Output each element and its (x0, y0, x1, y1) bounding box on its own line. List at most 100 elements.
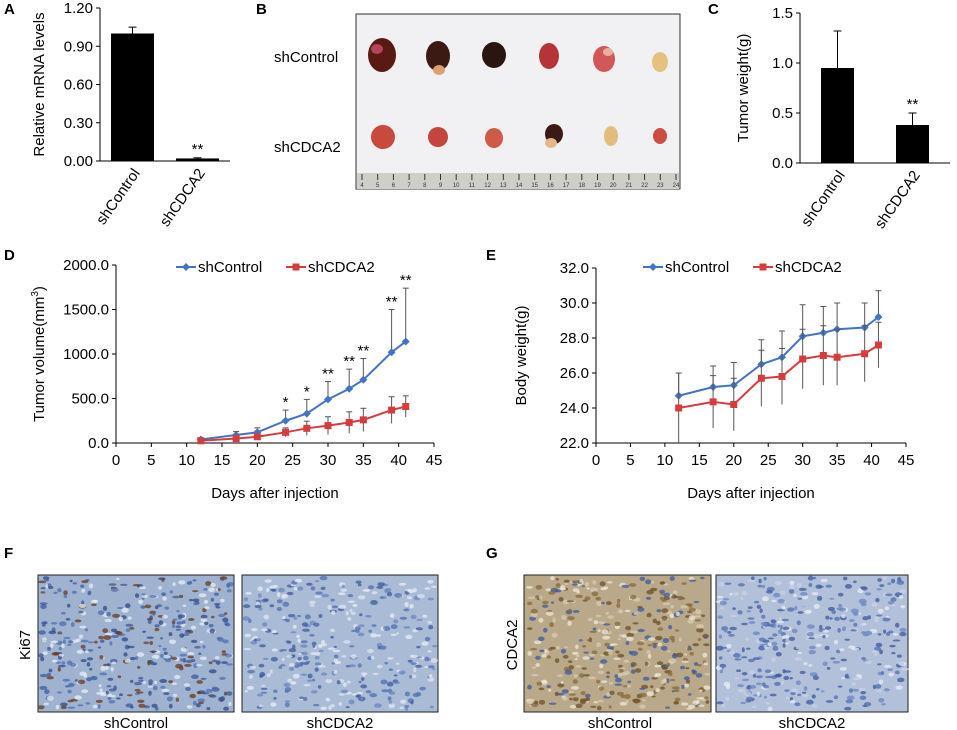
cell-nucleus (332, 649, 341, 653)
cell-nucleus (270, 657, 278, 662)
cell-nucleus (685, 679, 691, 684)
cell-nucleus (616, 603, 621, 608)
cell-nucleus (314, 662, 322, 666)
cell-nucleus (637, 607, 645, 612)
x-tick-label: 0 (592, 452, 600, 469)
cell-nucleus (183, 683, 190, 687)
cell-nucleus (538, 636, 545, 642)
cell-nucleus (661, 679, 667, 684)
cell-nucleus (189, 598, 193, 602)
cell-nucleus (897, 661, 901, 665)
cell-nucleus (607, 615, 614, 619)
cell-nucleus (607, 581, 613, 584)
x-tick-label: shControl (93, 166, 144, 228)
cell-nucleus (42, 624, 46, 627)
cell-nucleus (429, 674, 433, 679)
ruler-label: 10 (453, 183, 460, 189)
cell-nucleus (58, 647, 62, 651)
cell-nucleus (864, 660, 872, 665)
cell-nucleus (635, 668, 642, 673)
cell-nucleus (606, 601, 612, 605)
cell-nucleus (897, 679, 902, 682)
cell-nucleus (741, 656, 748, 659)
cell-nucleus (152, 685, 158, 691)
cell-nucleus (638, 647, 643, 651)
cell-nucleus (80, 639, 89, 643)
cell-nucleus (829, 597, 835, 600)
cell-nucleus (221, 650, 226, 654)
cell-nucleus (149, 615, 153, 620)
cell-nucleus (286, 640, 292, 644)
cell-nucleus (196, 680, 203, 684)
cell-nucleus (119, 693, 123, 696)
cell-nucleus (287, 678, 293, 683)
panel-label-b: B (256, 1, 267, 18)
cell-nucleus (115, 631, 123, 635)
cell-nucleus (645, 579, 652, 585)
cell-nucleus (615, 650, 620, 654)
cell-nucleus (628, 583, 637, 587)
cell-nucleus (878, 679, 884, 685)
x-tick-label: 25 (760, 452, 777, 469)
series-line (678, 316, 880, 397)
cell-nucleus (531, 674, 539, 677)
cell-nucleus (589, 657, 595, 660)
cell-nucleus (864, 592, 872, 596)
cell-nucleus (215, 604, 220, 609)
cell-nucleus (689, 607, 696, 612)
cell-nucleus (79, 634, 83, 639)
tumor (368, 38, 396, 72)
cell-nucleus (625, 625, 631, 631)
ruler-label: 5 (376, 183, 380, 189)
cell-nucleus (717, 615, 723, 619)
photo-row-label-shcontrol: shControl (274, 49, 338, 66)
cell-nucleus (198, 701, 204, 705)
cell-nucleus (895, 622, 900, 628)
cell-nucleus (575, 703, 583, 709)
cell-nucleus (669, 678, 676, 682)
cell-nucleus (727, 631, 732, 634)
x-tick-label: 35 (829, 452, 846, 469)
cell-nucleus (693, 662, 699, 666)
cell-nucleus (319, 575, 328, 581)
cell-nucleus (155, 706, 159, 711)
cell-nucleus (105, 690, 109, 695)
cell-nucleus (647, 644, 653, 647)
cell-nucleus (80, 584, 85, 588)
data-point (757, 374, 765, 382)
cell-nucleus (112, 613, 120, 618)
cell-nucleus (81, 689, 89, 694)
ihc-caption-f-shcdca2: shCDCA2 (307, 715, 374, 730)
cell-nucleus (116, 577, 120, 581)
cell-nucleus (147, 619, 152, 624)
cell-nucleus (891, 578, 896, 584)
cell-nucleus (572, 697, 579, 702)
cell-nucleus (536, 681, 543, 686)
cell-nucleus (786, 696, 790, 700)
cell-nucleus (276, 599, 283, 604)
cell-nucleus (605, 612, 610, 615)
ruler-label: 16 (547, 183, 554, 189)
cell-nucleus (533, 700, 539, 704)
cell-nucleus (737, 688, 746, 693)
cell-nucleus (244, 689, 248, 693)
cell-nucleus (121, 607, 129, 613)
cell-nucleus (668, 658, 677, 664)
cell-nucleus (680, 702, 689, 706)
cell-nucleus (194, 646, 201, 649)
cell-nucleus (564, 582, 569, 585)
cell-nucleus (199, 656, 207, 661)
cell-nucleus (656, 661, 664, 666)
data-point (401, 337, 410, 346)
cell-nucleus (318, 644, 323, 648)
cell-nucleus (688, 704, 696, 709)
cell-nucleus (617, 638, 621, 641)
cell-nucleus (597, 670, 605, 675)
cell-nucleus (789, 677, 793, 680)
cell-nucleus (244, 633, 252, 638)
cell-nucleus (684, 683, 689, 688)
cell-nucleus (214, 592, 219, 596)
cell-nucleus (535, 584, 543, 590)
cell-nucleus (81, 600, 85, 605)
cell-nucleus (427, 650, 432, 653)
